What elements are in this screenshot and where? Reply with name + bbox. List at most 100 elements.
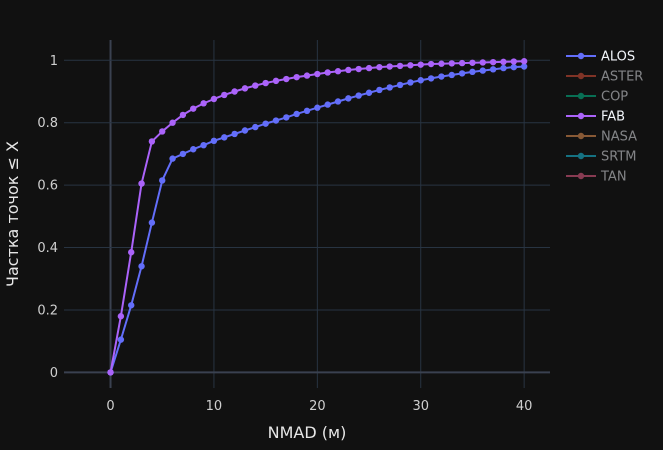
data-point	[417, 61, 424, 68]
legend-marker	[577, 112, 585, 120]
data-point	[500, 58, 507, 66]
legend-item-tan[interactable]: TAN	[566, 170, 627, 185]
y-tick-label: 1	[50, 54, 58, 69]
data-point	[345, 95, 352, 102]
data-point	[241, 85, 249, 92]
data-point	[469, 59, 476, 66]
data-point	[458, 59, 466, 67]
data-point	[210, 95, 218, 103]
series-layer	[107, 58, 528, 376]
data-point	[169, 155, 176, 162]
legend-marker	[577, 132, 585, 140]
axes: 0 10 20 30 40 0 0.2 0.4 0.6 0.8 1	[37, 54, 532, 414]
y-tick-label: 0.2	[37, 303, 58, 318]
data-point	[117, 313, 125, 320]
data-point	[334, 98, 342, 105]
x-tick-label: 30	[412, 399, 429, 414]
legend[interactable]: ALOS ASTER COP FAB NASA SRTM TAN	[566, 50, 643, 185]
x-tick-label: 10	[206, 399, 223, 414]
data-point	[458, 70, 466, 77]
legend-label: NASA	[601, 130, 637, 145]
data-point	[386, 84, 393, 91]
data-point	[283, 114, 290, 121]
data-point	[376, 63, 383, 71]
grid	[64, 40, 550, 388]
data-point	[365, 64, 373, 72]
data-point	[396, 81, 404, 89]
legend-item-aster[interactable]: ASTER	[566, 70, 643, 85]
data-point	[427, 75, 435, 82]
data-point	[500, 64, 507, 72]
data-point	[231, 88, 238, 95]
legend-marker	[577, 52, 585, 60]
data-point	[303, 72, 311, 79]
data-point	[469, 68, 476, 76]
legend-label: TAN	[600, 170, 627, 185]
x-tick-label: 20	[309, 399, 326, 414]
data-point	[324, 69, 331, 76]
legend-item-alos[interactable]: ALOS	[566, 50, 635, 65]
data-point	[355, 65, 362, 73]
data-point	[200, 100, 207, 107]
data-point	[128, 302, 135, 309]
series-alos	[107, 63, 528, 376]
y-tick-label: 0.8	[37, 116, 58, 131]
data-point	[293, 110, 300, 118]
y-tick-label: 0.6	[37, 179, 58, 194]
legend-label: ALOS	[601, 50, 635, 65]
data-point	[345, 66, 352, 74]
x-axis-title: NMAD (м)	[268, 423, 347, 442]
data-point	[107, 369, 114, 376]
series-fab	[107, 58, 528, 376]
data-point	[489, 66, 497, 73]
data-point	[210, 137, 218, 145]
data-point	[138, 263, 145, 270]
data-point	[293, 73, 300, 81]
data-point	[448, 71, 455, 79]
legend-label: FAB	[601, 110, 625, 125]
data-point	[314, 104, 321, 111]
data-point	[252, 123, 259, 131]
data-point	[148, 219, 156, 226]
data-point	[520, 63, 528, 70]
data-point	[510, 63, 518, 71]
legend-item-srtm[interactable]: SRTM	[566, 150, 637, 165]
data-point	[303, 107, 311, 115]
data-point	[159, 177, 166, 184]
y-tick-label: 0.4	[37, 241, 58, 256]
legend-item-cop[interactable]: COP	[566, 90, 628, 105]
legend-item-fab[interactable]: FAB	[566, 110, 625, 125]
data-point	[190, 146, 197, 153]
data-point	[117, 336, 125, 343]
data-point	[376, 86, 383, 94]
x-tick-label: 0	[106, 399, 114, 414]
data-point	[179, 150, 187, 158]
data-point	[252, 82, 259, 89]
data-point	[334, 68, 342, 75]
data-point	[365, 89, 373, 96]
data-point	[407, 62, 414, 69]
data-point	[231, 130, 238, 138]
data-point	[489, 58, 497, 66]
data-point	[510, 58, 518, 65]
legend-label: COP	[601, 90, 628, 105]
data-point	[241, 127, 249, 134]
data-point	[448, 60, 455, 67]
data-point	[479, 59, 486, 66]
data-point	[438, 60, 445, 67]
data-point	[262, 79, 269, 87]
data-point	[272, 117, 280, 124]
y-axis-title: Частка точок ≤ X	[3, 141, 22, 287]
data-point	[221, 134, 228, 141]
legend-label: ASTER	[601, 70, 643, 85]
data-point	[314, 70, 321, 78]
data-point	[169, 119, 176, 126]
legend-item-nasa[interactable]: NASA	[566, 130, 637, 145]
data-point	[479, 67, 486, 74]
data-point	[262, 120, 269, 127]
data-point	[221, 91, 228, 99]
data-point	[438, 73, 445, 80]
data-point	[520, 58, 528, 65]
